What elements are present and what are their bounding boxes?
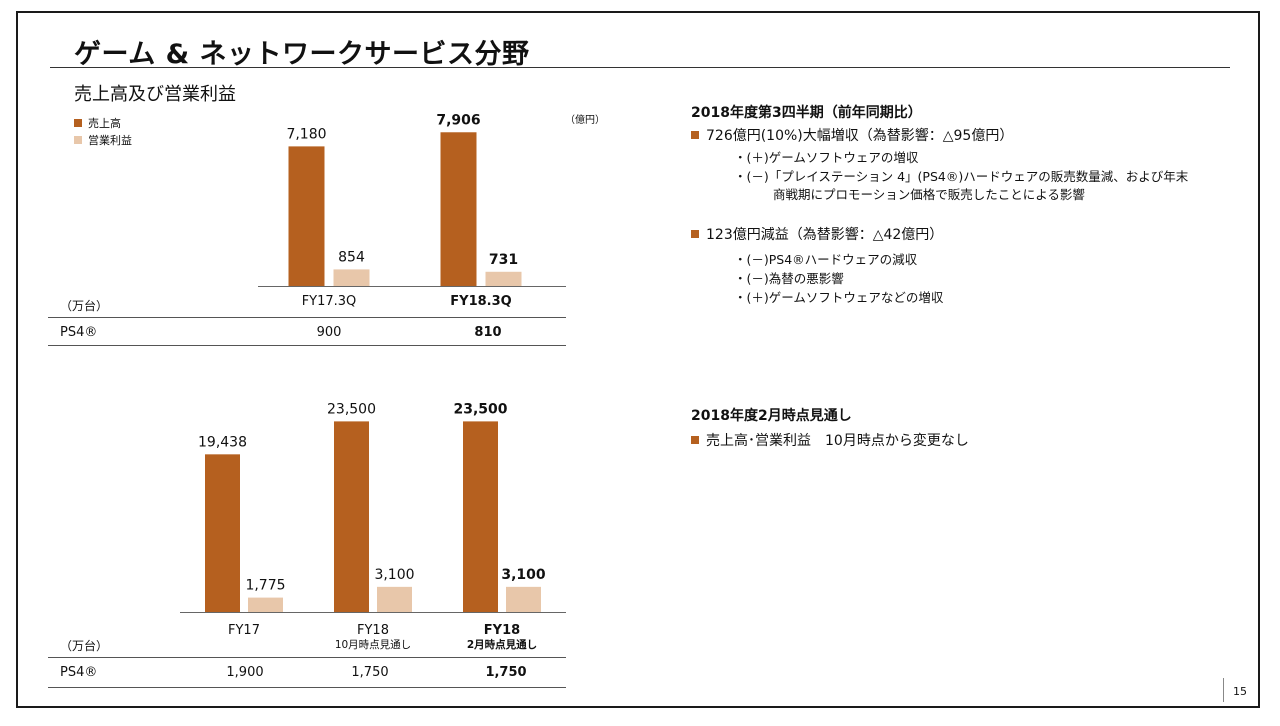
chart2-bar-op-income-0 xyxy=(248,597,283,612)
chart1-data-label-sales-0: 7,180 xyxy=(286,126,326,142)
chart1-category-label-0: FY17.3Q xyxy=(302,294,357,309)
legend-swatch-sales xyxy=(74,118,82,127)
forecast-heading: 2018年度2月時点見通し xyxy=(691,408,852,424)
legend-label-op-income: 営業利益 xyxy=(88,133,132,147)
chart2-bar-sales-1 xyxy=(334,421,369,612)
q3-bullet-income: 123億円減益（為替影響：△42億円） xyxy=(691,224,943,244)
unit-label-oku-yen: （億円） xyxy=(565,115,605,126)
chart1-bar-op-income-0 xyxy=(333,269,370,286)
bullet-marker xyxy=(691,436,699,444)
chart2-category-label-2: FY18 xyxy=(484,623,520,638)
legend-swatch-op-income xyxy=(74,135,82,144)
chart2-bar-sales-0 xyxy=(205,454,240,612)
legend-item-sales: 売上高 xyxy=(74,114,132,131)
chart1-bar-sales-0 xyxy=(288,146,325,286)
table1-divider xyxy=(48,317,566,318)
page-number-separator xyxy=(1223,678,1224,702)
q3-income-subpoint-3: ・(＋)ゲームソフトウェアなどの増収 xyxy=(734,290,944,305)
chart2-data-label-sales-0: 19,438 xyxy=(198,434,247,450)
table2-value-fy18-feb: 1,750 xyxy=(485,665,527,680)
chart2-category-label-0: FY17 xyxy=(228,623,260,638)
q3-bullet-income-text: 123億円減益（為替影響：△42億円） xyxy=(706,227,944,243)
table2-unit: （万台） xyxy=(60,639,109,653)
bullet-marker xyxy=(691,230,699,238)
table1-unit: （万台） xyxy=(60,299,109,313)
q3-sales-subpoint-1: ・(＋)ゲームソフトウェアの増収 xyxy=(734,150,919,165)
q3-income-subpoint-1: ・(－)PS4®ハードウェアの減収 xyxy=(734,252,918,267)
chart-legend: 売上高 営業利益 xyxy=(74,114,132,148)
forecast-bullet: 売上高･営業利益 10月時点から変更なし xyxy=(691,430,969,450)
q3-sales-subpoint-2: ・(－)「プレイステーション 4」(PS4®)ハードウェアの販売数量減、および年… xyxy=(734,169,1189,184)
table1-row-label: PS4® xyxy=(60,325,98,340)
chart1-data-label-sales-1: 7,906 xyxy=(436,112,480,128)
table2-bottom-rule xyxy=(48,687,566,688)
chart1-data-label-op-income-1: 731 xyxy=(489,252,518,268)
legend-label-sales: 売上高 xyxy=(88,116,121,130)
table2-divider xyxy=(48,657,566,658)
page-number: 15 xyxy=(1233,685,1247,698)
chart2-data-label-op-income-0: 1,775 xyxy=(245,578,285,594)
chart2-bar-op-income-1 xyxy=(377,586,412,612)
title-divider xyxy=(50,67,1230,68)
chart-section-subtitle: 売上高及び営業利益 xyxy=(74,84,236,105)
chart2-category-label-1: FY18 xyxy=(357,623,389,638)
chart2-data-label-sales-2: 23,500 xyxy=(453,401,507,417)
chart1-category-label-1: FY18.3Q xyxy=(450,294,511,309)
q3-sales-subpoint-3: 商戦期にプロモーション価格で販売したことによる影響 xyxy=(773,187,1085,202)
forecast-bullet-text: 売上高･営業利益 10月時点から変更なし xyxy=(706,433,969,449)
table2-value-fy18-oct: 1,750 xyxy=(351,665,389,680)
table1-value-fy17-3q: 900 xyxy=(316,325,342,340)
table2-row-label: PS4® xyxy=(60,665,98,680)
page-title: ゲーム & ネットワークサービス分野 xyxy=(74,39,530,70)
chart2-bar-op-income-2 xyxy=(506,586,541,612)
chart1-bar-sales-1 xyxy=(440,132,477,286)
chart1-bar-op-income-1 xyxy=(485,271,522,286)
bullet-marker xyxy=(691,131,699,139)
chart2-bar-sales-2 xyxy=(463,421,498,612)
legend-item-op-income: 営業利益 xyxy=(74,131,132,148)
q3-bullet-sales: 726億円(10%)大幅増収（為替影響：△95億円） xyxy=(691,125,1013,145)
q3-heading: 2018年度第3四半期（前年同期比） xyxy=(691,105,922,121)
table1-bottom-rule xyxy=(48,345,566,346)
slide-frame xyxy=(16,11,1260,708)
q3-income-subpoint-2: ・(－)為替の悪影響 xyxy=(734,271,844,286)
chart1-data-label-op-income-0: 854 xyxy=(338,249,365,265)
chart2-category-sublabel-1: 10月時点見通し xyxy=(335,639,411,651)
chart2-data-label-sales-1: 23,500 xyxy=(327,401,376,417)
chart2-category-sublabel-2: 2月時点見通し xyxy=(467,638,537,651)
q3-bullet-sales-text: 726億円(10%)大幅増収（為替影響：△95億円） xyxy=(706,128,1014,144)
table2-value-fy17: 1,900 xyxy=(226,665,264,680)
chart2-data-label-op-income-2: 3,100 xyxy=(501,567,546,583)
table1-value-fy18-3q: 810 xyxy=(474,325,502,340)
chart2-data-label-op-income-1: 3,100 xyxy=(374,567,414,583)
